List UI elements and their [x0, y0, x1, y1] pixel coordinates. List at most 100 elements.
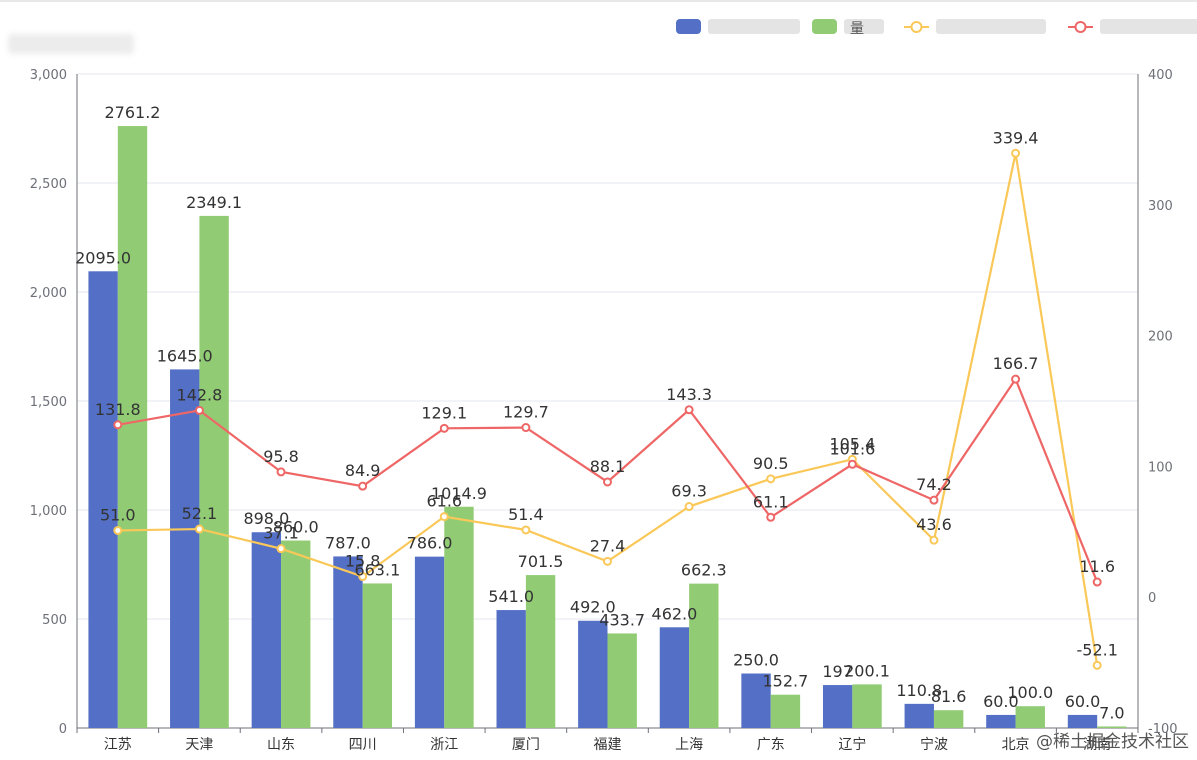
line-data-label: 105.4 [829, 434, 875, 453]
x-tick-label: 四川 [349, 737, 377, 753]
legend-label: 量 [850, 21, 864, 37]
bar-data-label: 898.0 [243, 509, 289, 528]
x-tick-label: 辽宁 [838, 736, 866, 753]
bar [414, 556, 445, 728]
line-data-label: 95.8 [263, 447, 299, 466]
line-point [439, 512, 449, 522]
bar-data-label: 701.5 [518, 552, 564, 571]
line-point [276, 544, 286, 554]
bar-data-label: 197 [822, 662, 853, 681]
x-tick-label: 北京 [1002, 737, 1030, 753]
bar [904, 703, 934, 728]
bar-data-label: 433.7 [599, 610, 645, 629]
legend-swatch [1074, 21, 1087, 33]
y-left-tick-label: 1,000 [30, 504, 67, 519]
line-data-label: 69.3 [671, 482, 707, 501]
x-tick-label: 江苏 [104, 737, 132, 753]
line-data-label: 74.2 [916, 475, 952, 494]
x-tick-label: 天津 [185, 737, 213, 753]
bar [281, 540, 311, 728]
bar [933, 710, 964, 728]
bar-data-label: 7.0 [1099, 703, 1124, 722]
bar-data-label: 787.0 [325, 533, 371, 552]
line-data-label: 88.1 [590, 457, 626, 476]
bar [117, 126, 148, 728]
bar-data-label: 860.0 [273, 518, 319, 537]
top-border [0, 0, 1197, 2]
line-point [929, 535, 939, 545]
y-right-tick-label: 400 [1148, 68, 1173, 83]
line-data-label: 15.8 [345, 552, 381, 571]
bar [1067, 714, 1098, 728]
bar [88, 271, 118, 728]
line-data-label: 11.6 [1079, 557, 1115, 576]
bar [607, 633, 637, 728]
line-point [113, 420, 123, 430]
line-data-label: 51.4 [508, 505, 544, 524]
line-point [684, 405, 694, 415]
line-point [439, 423, 449, 433]
x-tick-label: 广东 [757, 737, 785, 753]
bar [578, 620, 608, 728]
bar-data-label: 81.6 [931, 687, 967, 706]
bar-data-label: 662.3 [681, 561, 727, 580]
bar [689, 583, 719, 728]
bar [496, 610, 526, 728]
blurred-title [8, 34, 134, 54]
bar [659, 627, 690, 728]
line-point [194, 405, 204, 415]
line-data-label: 339.4 [993, 128, 1039, 147]
line-point [603, 477, 612, 487]
line-point [1011, 148, 1021, 158]
line-data-label: 61.6 [426, 492, 462, 511]
watermark-text: @稀土掘金技术社区 [1036, 732, 1189, 752]
bar-data-label: 663.1 [354, 560, 400, 579]
bar-data-label: 60.0 [1065, 692, 1101, 711]
bar-data-label: 462.0 [652, 604, 698, 623]
x-tick-label: 宁波 [920, 736, 948, 753]
line-point [766, 512, 776, 522]
bar-data-label: 1014.9 [431, 484, 487, 503]
bar [822, 685, 853, 728]
bar [1015, 706, 1045, 728]
legend-swatch [910, 21, 923, 33]
bar [199, 215, 229, 729]
bar [525, 575, 556, 728]
y-left-tick-label: 1,500 [30, 395, 67, 410]
bar-data-label: 492.0 [570, 598, 616, 617]
bar [986, 714, 1016, 728]
line-data-label: 131.8 [95, 400, 141, 419]
y-left-tick-label: 2,500 [30, 177, 67, 192]
line-point [847, 459, 857, 469]
line-data-label: 142.8 [177, 385, 223, 404]
legend-label-blurred [936, 19, 1046, 34]
x-tick-label: 湖南 [1083, 737, 1111, 753]
bar-data-label: 250.0 [733, 651, 779, 670]
line-point [113, 525, 123, 535]
bar [1097, 726, 1127, 728]
line-data-label: -52.1 [1076, 640, 1117, 659]
line-point [766, 474, 776, 484]
bar [444, 506, 474, 728]
y-right-tick-label: 100 [1148, 460, 1173, 475]
y-right-tick-label: 200 [1148, 330, 1173, 345]
y-left-tick-label: 0 [59, 722, 67, 737]
line-data-label: 84.9 [345, 461, 381, 480]
line-point [194, 524, 204, 534]
line-data-label: 43.6 [916, 515, 952, 534]
y-right-tick-label: 0 [1148, 591, 1156, 606]
bar-data-label: 110.8 [896, 681, 942, 700]
bar [741, 673, 771, 728]
legend-swatch [812, 19, 837, 34]
y-left-tick-label: 3,000 [30, 68, 67, 83]
bar [170, 369, 200, 728]
line-data-label: 90.5 [753, 454, 789, 473]
x-tick-label: 浙江 [430, 737, 458, 753]
line-data-label: 129.7 [503, 403, 549, 422]
bar-data-label: 2349.1 [186, 193, 242, 212]
bar [251, 532, 282, 728]
line-point [521, 423, 531, 433]
line-point [1092, 660, 1102, 670]
